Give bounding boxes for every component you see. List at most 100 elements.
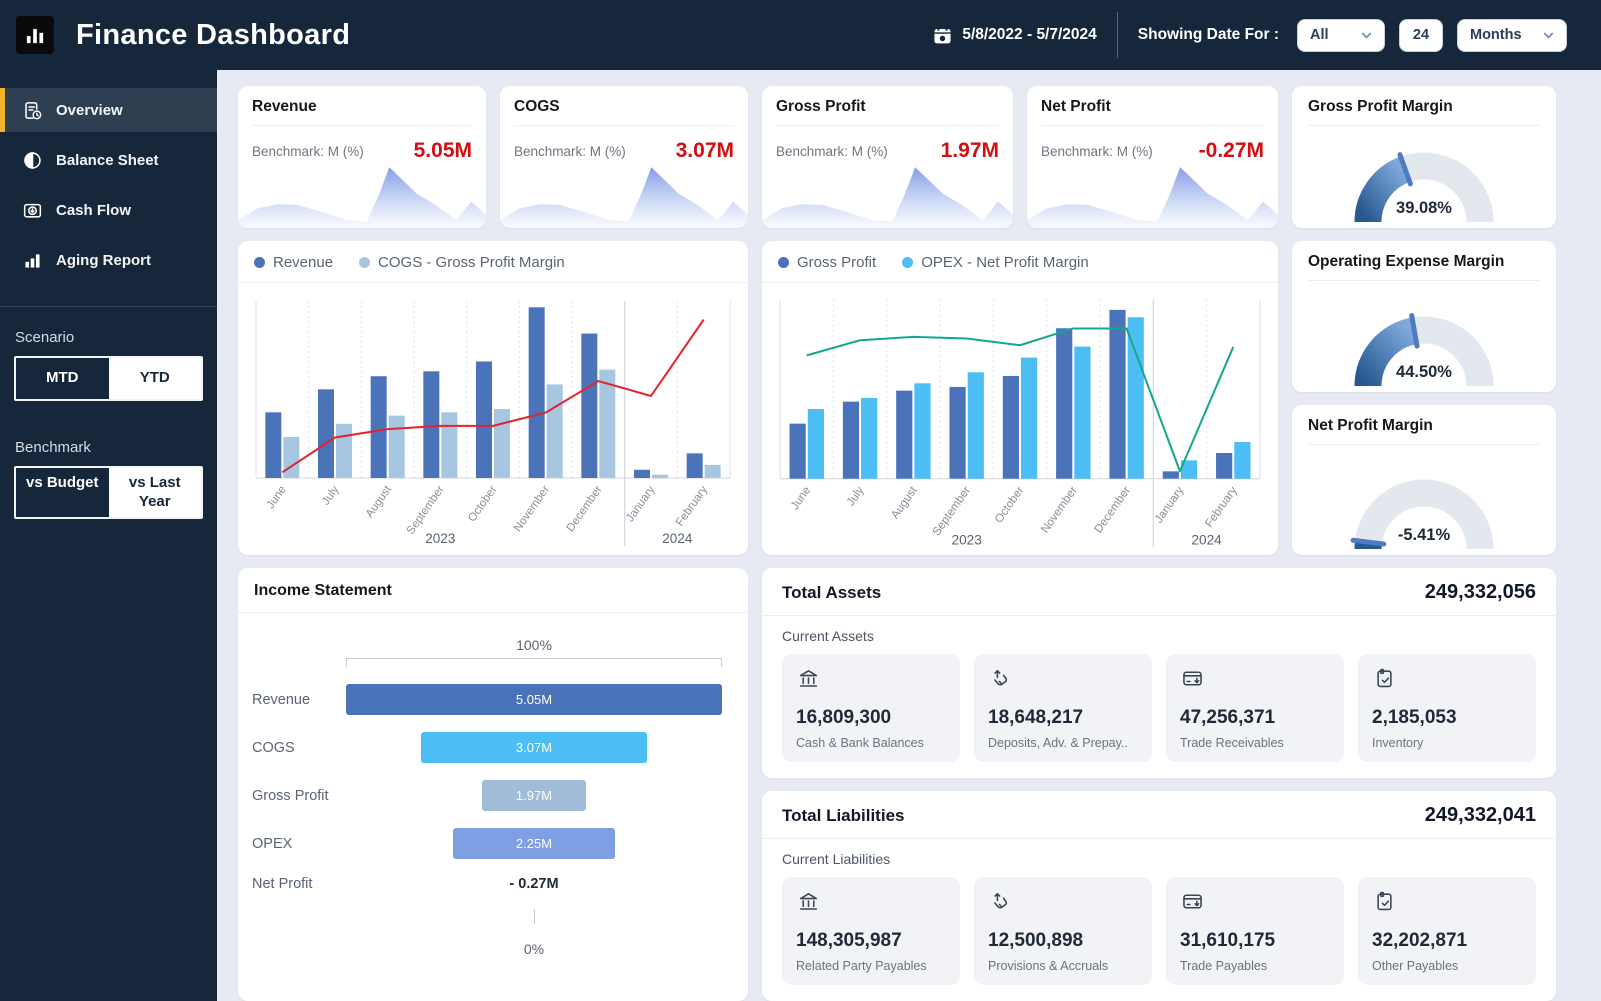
- showing-date-for-label: Showing Date For :: [1137, 26, 1279, 43]
- svg-text:October: October: [466, 484, 499, 525]
- revenue-cogs-chart-card: Revenue COGS - Gross Profit Margin June J…: [238, 241, 748, 555]
- kpi-benchmark-label: Benchmark: M (%): [776, 143, 888, 159]
- aging-report-icon: [25, 253, 40, 268]
- deposits-icon: [994, 893, 1008, 909]
- scenario-option-mtd[interactable]: MTD: [16, 358, 109, 399]
- balance-tile: 31,610,175 Trade Payables: [1166, 877, 1344, 985]
- scenario-option-ytd[interactable]: YTD: [108, 358, 201, 399]
- gauge-card-net-profit-margin: Net Profit Margin -5.41%: [1292, 404, 1556, 556]
- tile-label: Trade Receivables: [1180, 736, 1284, 750]
- funnel-row-track: - 0.27M: [346, 876, 722, 892]
- funnel-net-profit-value: - 0.27M: [509, 876, 559, 892]
- current-assets-label: Current Assets: [782, 628, 874, 644]
- svg-text:January: January: [624, 484, 657, 525]
- balance-tile: 32,202,871 Other Payables: [1358, 877, 1536, 985]
- kpi-sparkline: [238, 167, 486, 228]
- svg-text:July: July: [320, 484, 342, 508]
- gauge-card-operating-expense-margin: Operating Expense Margin 44.50%: [1292, 241, 1556, 392]
- legend-label: Gross Profit: [797, 254, 877, 271]
- tile-value: 32,202,871: [1372, 930, 1468, 951]
- chart-legend: Revenue COGS - Gross Profit Margin: [238, 241, 748, 283]
- kpi-benchmark-label: Benchmark: M (%): [1041, 143, 1153, 159]
- svg-text:November: November: [512, 484, 552, 534]
- legend-label: COGS - Gross Profit Margin: [378, 254, 565, 271]
- legend-item[interactable]: OPEX - Net Profit Margin: [902, 254, 1089, 271]
- funnel-scale-bracket: [346, 658, 722, 667]
- sidebar-item-cash-flow[interactable]: Cash Flow: [0, 188, 217, 232]
- sidebar-item-balance-sheet[interactable]: Balance Sheet: [0, 138, 217, 182]
- receivables-icon: [1183, 671, 1202, 686]
- total-liabilities-card: Total Liabilities 249,332,041 Current Li…: [762, 791, 1556, 1001]
- funnel-row: COGS 3.07M: [252, 732, 722, 763]
- balance-tile: 2,185,053 Inventory: [1358, 654, 1536, 762]
- svg-text:June: June: [265, 484, 289, 511]
- funnel-row: Revenue 5.05M: [252, 684, 722, 715]
- net-profit-margin-gauge: -5.41%: [1308, 445, 1540, 556]
- sidebar-divider: [0, 306, 217, 307]
- period-unit-select[interactable]: Months: [1457, 18, 1567, 52]
- svg-text:September: September: [405, 484, 447, 537]
- inventory-icon: [1377, 891, 1392, 911]
- svg-text:December: December: [1092, 484, 1133, 535]
- svg-text:February: February: [1202, 484, 1239, 530]
- tile-label: Trade Payables: [1180, 959, 1268, 973]
- bank-icon: [799, 893, 818, 910]
- funnel-bar[interactable]: 2.25M: [453, 828, 615, 859]
- funnel-bar[interactable]: 5.05M: [346, 684, 722, 715]
- gauge-column: Operating Expense Margin 44.50% Net Prof…: [1292, 241, 1556, 555]
- legend-label: Revenue: [273, 254, 334, 271]
- svg-text:2024: 2024: [1191, 532, 1222, 547]
- svg-text:2023: 2023: [425, 531, 455, 546]
- tile-value: 47,256,371: [1180, 707, 1276, 728]
- app-header: Finance Dashboard 5/8/2022 - 5/7/2024 Sh…: [0, 0, 1601, 70]
- gauge-value: 39.08%: [1396, 199, 1452, 217]
- period-count-input[interactable]: 24: [1399, 18, 1443, 52]
- funnel-row-label: OPEX: [252, 835, 293, 852]
- calendar-icon: [934, 26, 951, 43]
- sidebar-item-overview[interactable]: Overview: [0, 88, 217, 132]
- kpi-benchmark-label: Benchmark: M (%): [252, 143, 364, 159]
- legend-dot: [254, 257, 265, 268]
- tile-value: 2,185,053: [1372, 707, 1457, 728]
- benchmark-option-vs-budget[interactable]: vs Budget: [16, 467, 109, 518]
- date-range-text: 5/8/2022 - 5/7/2024: [962, 26, 1097, 43]
- receivables-icon: [1183, 894, 1202, 909]
- balance-tile: 12,500,898 Provisions & Accruals: [974, 877, 1152, 985]
- benchmark-option-vs-last-year[interactable]: vs Last Year: [108, 467, 201, 518]
- sidebar-item-aging-report[interactable]: Aging Report: [0, 238, 217, 282]
- legend-item[interactable]: Gross Profit: [778, 254, 876, 271]
- funnel-zero-tick-row: [252, 909, 722, 924]
- benchmark-label: Benchmark: [15, 438, 91, 456]
- date-scope-select[interactable]: All: [1297, 18, 1385, 52]
- kpi-group-right: Gross Profit Benchmark: M (%) 1.97M Net …: [762, 86, 1278, 228]
- gauge-arc: [1350, 479, 1494, 550]
- funnel-top-percent-label: 100%: [516, 637, 552, 653]
- legend-item[interactable]: Revenue: [254, 254, 333, 271]
- svg-text:August: August: [888, 483, 920, 521]
- kpi-card-net-profit: Net Profit Benchmark: M (%) -0.27M: [1027, 86, 1278, 228]
- funnel-bottom-percent-label: 0%: [523, 941, 545, 957]
- sidebar-item-label: Aging Report: [56, 251, 151, 269]
- legend-item[interactable]: COGS - Gross Profit Margin: [359, 254, 565, 271]
- kpi-sparkline: [500, 167, 748, 228]
- funnel-row-label: Gross Profit: [252, 787, 329, 804]
- balance-tile: 16,809,300 Cash & Bank Balances: [782, 654, 960, 762]
- chart-legend: Gross Profit OPEX - Net Profit Margin: [762, 241, 1278, 283]
- funnel-bar[interactable]: 1.97M: [482, 780, 586, 811]
- funnel-bar[interactable]: 3.07M: [421, 732, 647, 763]
- tile-value: 12,500,898: [988, 930, 1084, 951]
- funnel-row-track: 5.05M: [346, 684, 722, 715]
- benchmark-toggle: vs Budget vs Last Year: [14, 465, 203, 520]
- funnel-scale-track: 100%: [346, 637, 722, 667]
- tile-label: Cash & Bank Balances: [796, 736, 924, 750]
- sidebar-item-label: Cash Flow: [56, 201, 132, 219]
- svg-text:August: August: [364, 483, 395, 520]
- balance-sheet-icon: [24, 151, 41, 169]
- tile-label: Inventory: [1372, 736, 1424, 750]
- total-liabilities-value: 249,332,041: [1424, 804, 1536, 826]
- date-range-display[interactable]: 5/8/2022 - 5/7/2024: [932, 25, 1097, 46]
- tile-value: 16,809,300: [796, 707, 892, 728]
- gauge-arc: [1354, 152, 1494, 223]
- total-assets-card: Total Assets 249,332,056 Current Assets …: [762, 568, 1556, 778]
- app-logo-icon: [16, 16, 54, 54]
